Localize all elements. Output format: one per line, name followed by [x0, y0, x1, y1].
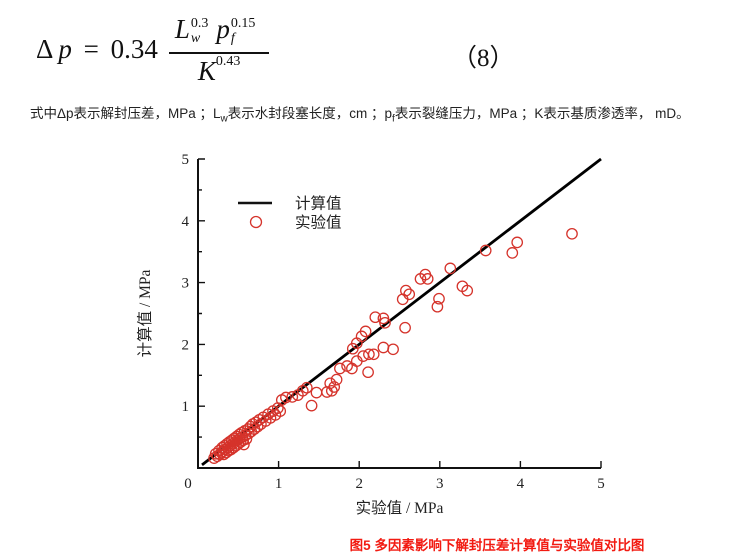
scatter-point [379, 316, 391, 329]
scatter-point [444, 262, 457, 275]
scatter-point [377, 341, 390, 354]
scatter-point [479, 244, 492, 257]
scatter-point [310, 386, 323, 399]
denominator-base: K [197, 55, 216, 86]
coefficient: 0.34 [110, 33, 158, 64]
x-tick-label: 5 [597, 476, 605, 492]
denominator-exponent: 0.43 [215, 53, 241, 69]
numerator-term2-base: p [216, 14, 230, 44]
y-axis-title: 计算值 / MPa [135, 269, 154, 357]
y-tick-label: 4 [182, 214, 190, 230]
scatter-point [433, 292, 445, 305]
y-tick-label: 2 [182, 337, 190, 353]
scatter-point [506, 247, 519, 259]
numerator-term2-exponent: 0.15 [230, 16, 256, 31]
scatter-point [324, 377, 337, 390]
scatter-point [251, 420, 264, 433]
delta-symbol: Δ [36, 33, 54, 64]
figure-caption: 图5 多因素影响下解封压差计算值与实验值对比图 [349, 538, 645, 553]
x-tick-label: 0 [184, 476, 192, 492]
numerator-term1-base: L [174, 14, 190, 44]
scatter-point [330, 373, 343, 386]
x-tick-label: 2 [355, 476, 363, 492]
fraction-denominator: K 0.43 [198, 54, 241, 85]
x-tick-label: 3 [436, 476, 444, 492]
tick-labels: 0 1 2 3 4 5 1 2 3 4 5 [182, 152, 605, 492]
scatter-point [328, 381, 341, 393]
x-tick-label: 1 [275, 476, 283, 492]
equation-number: （8） [452, 45, 515, 72]
x-tick-label: 4 [517, 476, 525, 492]
equals-sign: = [83, 33, 99, 64]
numerator-term2-subscript: f [230, 31, 235, 47]
y-tick-label: 5 [182, 152, 190, 168]
scatter-point [431, 300, 444, 313]
scatter-point [367, 348, 380, 361]
fraction-numerator: L 0.3 w p 0.15 f [169, 14, 270, 52]
numerator-term1-exponent: 0.3 [190, 16, 209, 31]
legend-label: 计算值 [295, 194, 342, 213]
scatter-point [286, 391, 299, 403]
scatter-point [362, 366, 374, 379]
numerator-term1-scripts: 0.3 w [191, 16, 209, 47]
scatter-point [363, 348, 375, 361]
numerator-term2-scripts: 0.15 f [231, 16, 256, 47]
fraction-bar [168, 51, 270, 54]
y-tick-label: 3 [182, 276, 190, 292]
numerator-term1-subscript: w [190, 31, 201, 47]
equation-fraction: L 0.3 w p 0.15 f K 0.43 [168, 14, 270, 85]
scatter-point [305, 399, 318, 412]
legend-label: 实验值 [295, 214, 342, 232]
x-axis-title: 实验值 / MPa [356, 499, 444, 517]
y-tick-label: 1 [182, 399, 190, 415]
scatter-point [359, 325, 372, 338]
scatter-point [238, 438, 250, 451]
scatter-point [334, 362, 346, 375]
scatter-point [566, 227, 578, 240]
axis-ticks [198, 158, 602, 468]
scatter-point [300, 381, 313, 394]
scatter-point [387, 343, 399, 356]
scatter-points [208, 227, 578, 464]
pressure-variable: p [58, 33, 72, 64]
scatter-point [274, 405, 287, 417]
axes [197, 158, 602, 469]
scatter-point [399, 321, 411, 334]
scatter-point [369, 311, 382, 324]
scatter-point [461, 284, 474, 297]
scatter-point [400, 284, 412, 297]
scatter-point [296, 384, 309, 397]
legend-circle-marker [249, 215, 263, 229]
scatter-point [403, 288, 416, 301]
scatter-point [280, 391, 292, 404]
formula-description: 式中Δp表示解封压差，MPa ；Lw表示水封段塞长度，cm ；pf表示裂缝压力，… [30, 106, 690, 125]
scatter-point [511, 236, 524, 249]
figure-chart: 0 1 2 3 4 5 1 2 3 4 5 实验值 / MPa 计算值 / MPa 计算值 实验值 [130, 148, 620, 528]
scatter-point [421, 273, 434, 285]
